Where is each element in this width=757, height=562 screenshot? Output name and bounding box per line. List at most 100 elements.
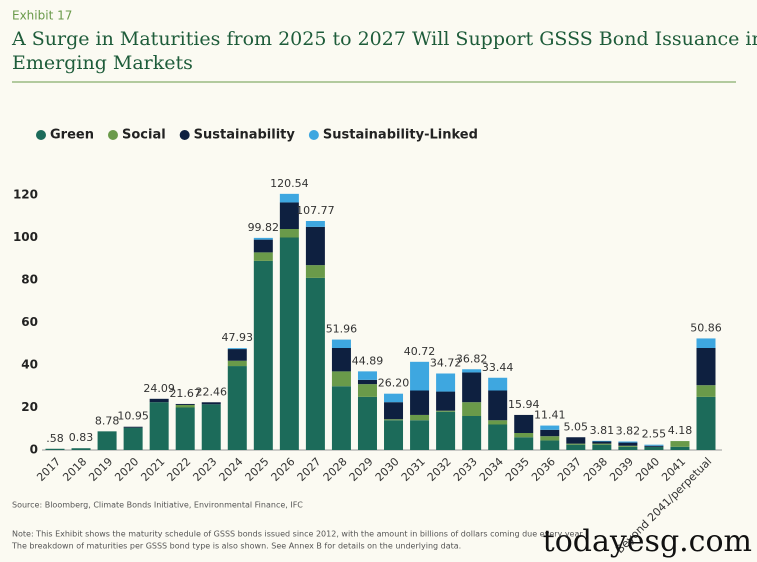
legend-swatch — [36, 130, 46, 140]
total-label: 47.93 — [222, 331, 254, 344]
bar-segment — [331, 348, 351, 372]
bar-segment — [696, 385, 716, 397]
total-label: 11.41 — [534, 409, 566, 422]
bar-segment — [462, 369, 482, 373]
bar-segment — [566, 444, 586, 450]
total-label: 120.54 — [270, 177, 309, 190]
total-label: 21.67 — [169, 387, 201, 400]
total-label: 3.82 — [616, 425, 641, 438]
bar-segment — [514, 433, 534, 438]
bar-segment — [331, 339, 351, 348]
bar-segment — [357, 379, 377, 385]
bar-segment — [175, 404, 195, 408]
y-tick-label: 40 — [21, 358, 38, 372]
bar-segment — [201, 404, 221, 450]
bar-segment — [253, 239, 273, 253]
total-label: 44.89 — [352, 354, 384, 367]
bar-segment — [410, 420, 430, 450]
bar-segment — [279, 229, 299, 238]
bar-segment — [696, 338, 716, 348]
bar-segment — [357, 384, 377, 397]
total-label: 40.72 — [404, 345, 436, 358]
bar-segment — [540, 429, 560, 437]
bar-segment — [592, 441, 612, 444]
legend-swatch — [107, 130, 118, 140]
bar-segment — [592, 443, 612, 445]
bar-segment — [384, 393, 404, 403]
bar-segment — [410, 361, 430, 391]
bar-segment — [618, 446, 638, 450]
y-tick-label: 80 — [21, 273, 38, 287]
bar-segment — [462, 402, 482, 416]
bar-segment — [279, 202, 299, 229]
note: Note: This Exhibit shows the maturity sc… — [12, 530, 584, 539]
bar-segment — [97, 431, 117, 450]
bar-segment — [514, 437, 534, 450]
chart-title: A Surge in Maturities from 2025 to 2027 … — [11, 28, 757, 74]
bar-segment — [436, 373, 456, 392]
total-label: .58 — [46, 432, 64, 445]
legend-label: Sustainability-Linked — [323, 128, 478, 143]
bar-segment — [149, 402, 169, 450]
bar-segment — [514, 414, 534, 433]
bar-segment — [436, 410, 456, 412]
legend-swatch — [308, 130, 319, 140]
bar-segment — [566, 443, 586, 445]
bar-segment — [175, 407, 195, 450]
legend-label: Sustainability — [194, 128, 296, 143]
bar-segment — [696, 396, 716, 450]
bar-segment — [436, 391, 456, 411]
bar-segment — [670, 446, 690, 450]
bar-segment — [644, 445, 664, 447]
bar-segment — [566, 437, 586, 444]
bar-segment — [592, 444, 612, 450]
total-label: 99.82 — [248, 221, 280, 234]
bar-segment — [123, 427, 143, 450]
total-label: 3.81 — [590, 424, 615, 437]
bar-segment — [618, 441, 638, 443]
bar-segment — [149, 398, 169, 403]
bar-segment — [436, 411, 456, 450]
bar-segment — [331, 386, 351, 450]
bar-segment — [253, 237, 273, 240]
bar-segment — [175, 403, 195, 405]
bar-segment — [592, 440, 612, 442]
bar-segment — [279, 237, 299, 450]
bar-segment — [253, 260, 273, 450]
bar-segment — [227, 348, 247, 350]
total-label: 50.86 — [690, 321, 722, 334]
total-label: 33.44 — [482, 361, 514, 374]
bar-segment — [227, 366, 247, 450]
bar-segment — [123, 426, 143, 428]
legend-swatch — [179, 130, 190, 140]
bar-segment — [305, 265, 325, 278]
total-label: 10.95 — [117, 410, 149, 423]
bar-segment — [71, 448, 91, 450]
total-label: 2.55 — [642, 428, 667, 441]
bar-segment — [488, 390, 508, 421]
watermark: todayesg.com — [543, 524, 752, 559]
bar-segment — [384, 402, 404, 420]
bar-segment — [540, 436, 560, 441]
total-label: 24.09 — [143, 382, 175, 395]
total-label: 51.96 — [326, 323, 358, 336]
total-label: 22.46 — [195, 385, 227, 398]
bar-segment — [488, 377, 508, 391]
bar-segment — [488, 420, 508, 425]
bar-segment — [227, 360, 247, 367]
total-label: 36.82 — [456, 352, 488, 365]
total-label: 4.18 — [668, 424, 693, 437]
source: Source: Bloomberg, Climate Bonds Initiat… — [12, 501, 303, 510]
y-tick-label: 20 — [21, 400, 38, 414]
total-label: 5.05 — [564, 420, 589, 433]
legend-label: Green — [50, 128, 94, 143]
bar-segment — [644, 446, 664, 450]
bar-segment — [305, 226, 325, 266]
bar-segment — [384, 420, 404, 450]
bar-segment — [410, 390, 430, 415]
bar-segment — [670, 441, 690, 447]
bar-segment — [305, 277, 325, 450]
bar-segment — [462, 416, 482, 450]
